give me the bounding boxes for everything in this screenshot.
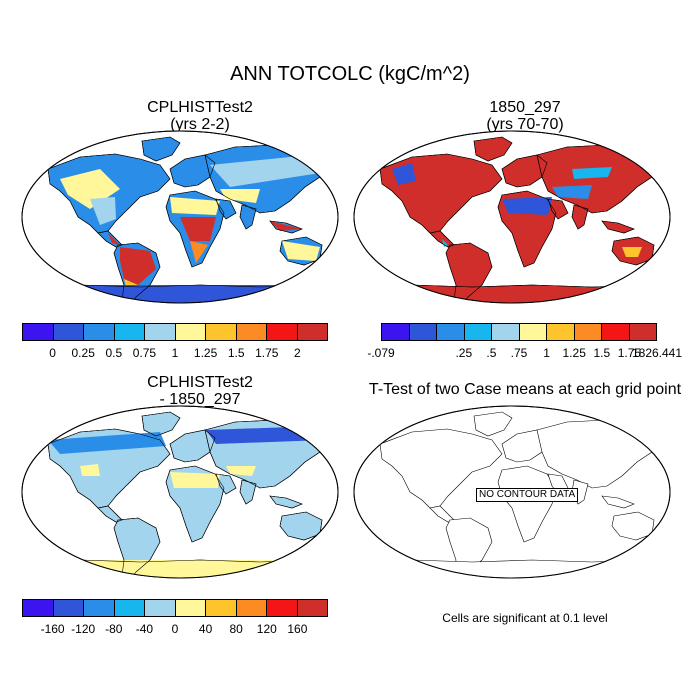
panel-4-title: T-Test of two Case means at each grid po… xyxy=(368,381,682,398)
colorbar-swatch xyxy=(145,600,176,616)
colorbar-tick-label: 1 xyxy=(543,346,550,360)
colorbar-swatch xyxy=(492,324,520,340)
colorbar-swatch xyxy=(175,324,206,340)
colorbar-tick-label: .75 xyxy=(510,346,528,360)
colorbar-panel-1-labels: 0 0.25 0.5 0.75 1 1.25 1.5 1.75 2 xyxy=(22,346,328,362)
colorbar-tick-label: 0.75 xyxy=(132,346,157,360)
colorbar-tick-label: .5 xyxy=(486,346,497,360)
colorbar-tick-label: 0 xyxy=(49,346,56,360)
colorbar-tick-label: -160 xyxy=(40,622,65,636)
colorbar-swatch xyxy=(574,324,602,340)
colorbar-tick-label: 40 xyxy=(198,622,213,636)
colorbar-swatch xyxy=(409,324,437,340)
colorbar-tick-label: 1.75 xyxy=(617,346,642,360)
panel-4-title-block: T-Test of two Case means at each grid po… xyxy=(360,381,690,398)
colorbar-panel-3-labels: -160 -120 -80 -40 0 40 80 120 160 xyxy=(22,622,328,638)
colorbar-swatch xyxy=(206,600,237,616)
colorbar-panel-1 xyxy=(22,323,328,341)
colorbar-swatch xyxy=(547,324,575,340)
colorbar-swatch xyxy=(84,600,115,616)
colorbar-tick-label: 120 xyxy=(256,622,277,636)
map-panel-1 xyxy=(21,130,339,304)
panel-1-subtitle: (yrs 2-2) xyxy=(170,116,230,133)
colorbar-swatch xyxy=(382,324,410,340)
colorbar-swatch xyxy=(629,324,656,340)
panel-3-title: CPLHISTTest2 xyxy=(147,374,253,391)
colorbar-tick-label: 1.75 xyxy=(255,346,279,360)
figure-title: ANN TOTCOLC (kgC/m^2) xyxy=(230,63,470,85)
colorbar-panel-2-labels: -.079 .25 .5 .75 1 1.25 1.5 1.75 1826.441 xyxy=(367,346,682,362)
colorbar-swatch xyxy=(464,324,492,340)
colorbar-swatch xyxy=(23,324,54,340)
panel-2-subtitle: (yrs 70-70) xyxy=(486,116,564,133)
panel-2-title: 1850_297 xyxy=(489,99,561,116)
colorbar-tick-label: -.079 xyxy=(367,346,395,360)
colorbar-tick-label: 0 xyxy=(171,622,179,636)
colorbar-tick-label: 1826.441 xyxy=(631,346,683,360)
colorbar-tick-label: 1 xyxy=(171,346,179,360)
colorbar-tick-label: -80 xyxy=(105,622,123,636)
colorbar-tick-label: 0.25 xyxy=(71,346,95,360)
map-panel-3 xyxy=(21,405,339,579)
colorbar-swatch xyxy=(267,324,298,340)
colorbar-swatch xyxy=(297,600,327,616)
colorbar-swatch xyxy=(206,324,237,340)
colorbar-tick-label: -40 xyxy=(135,622,154,636)
colorbar-tick-label: 1.25 xyxy=(562,346,586,360)
colorbar-swatch xyxy=(236,324,267,340)
colorbar-tick-label: 2 xyxy=(294,346,301,360)
colorbar-swatch xyxy=(114,600,145,616)
panel-1-title: CPLHISTTest2 xyxy=(147,99,253,116)
colorbar-tick-label: -120 xyxy=(71,622,96,636)
colorbar-swatch xyxy=(267,600,298,616)
colorbar-swatch xyxy=(145,324,176,340)
colorbar-swatch xyxy=(602,324,630,340)
colorbar-swatch xyxy=(23,600,54,616)
panel-3-subtitle: - 1850_297 xyxy=(159,391,241,408)
significance-note: Cells are significant at 0.1 level xyxy=(442,611,608,625)
colorbar-swatch xyxy=(175,600,206,616)
colorbar-swatch xyxy=(53,600,84,616)
colorbar-swatch xyxy=(437,324,465,340)
map-panel-2 xyxy=(353,130,671,304)
colorbar-swatch xyxy=(297,324,327,340)
colorbar-tick-label: .25 xyxy=(455,346,473,360)
colorbar-tick-label: 1.5 xyxy=(593,346,611,360)
colorbar-swatch xyxy=(114,324,145,340)
colorbar-tick-label: 1.5 xyxy=(227,346,245,360)
colorbar-tick-label: 0.5 xyxy=(105,346,123,360)
colorbar-tick-label: 160 xyxy=(287,622,308,636)
colorbar-panel-2 xyxy=(381,323,657,341)
colorbar-swatch xyxy=(84,324,115,340)
panel-3-title-block: CPLHISTTest2 - 1850_297 xyxy=(60,374,340,408)
colorbar-panel-3 xyxy=(22,599,328,617)
colorbar-swatch xyxy=(236,600,267,616)
panel-1-title-block: CPLHISTTest2 (yrs 2-2) xyxy=(60,99,340,133)
panel-2-title-block: 1850_297 (yrs 70-70) xyxy=(385,99,665,133)
colorbar-tick-label: 80 xyxy=(229,622,243,636)
no-contour-data-label: NO CONTOUR DATA xyxy=(476,488,579,502)
colorbar-tick-label: 1.25 xyxy=(193,346,218,360)
colorbar-swatch xyxy=(53,324,84,340)
colorbar-swatch xyxy=(519,324,547,340)
